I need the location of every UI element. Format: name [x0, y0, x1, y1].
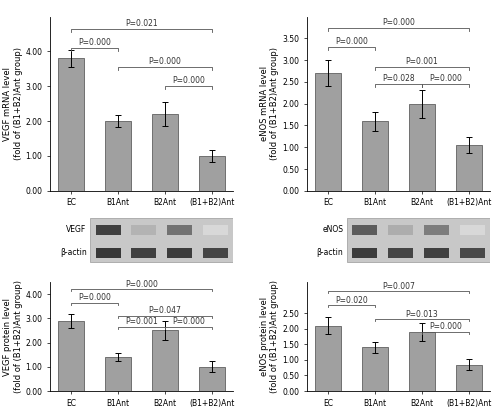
Text: b: b: [395, 247, 402, 257]
Text: P=0.000: P=0.000: [429, 74, 462, 83]
Bar: [315, 73, 341, 191]
Text: P=0.020: P=0.020: [335, 296, 368, 305]
Bar: [96, 248, 120, 258]
Bar: [132, 225, 156, 235]
Bar: [456, 145, 481, 191]
Bar: [203, 225, 228, 235]
Text: P=0.007: P=0.007: [382, 282, 415, 291]
Bar: [106, 121, 131, 191]
Text: P=0.000: P=0.000: [78, 38, 111, 47]
Text: P=0.000: P=0.000: [382, 17, 415, 27]
Bar: [203, 248, 228, 258]
Bar: [58, 321, 84, 391]
Text: P=0.028: P=0.028: [382, 74, 414, 83]
Text: β-actin: β-actin: [60, 248, 86, 257]
Bar: [347, 218, 490, 262]
Bar: [352, 248, 378, 258]
Bar: [152, 114, 178, 191]
Bar: [460, 248, 484, 258]
Bar: [199, 367, 225, 391]
Bar: [96, 225, 120, 235]
Bar: [132, 248, 156, 258]
Text: P=0.000: P=0.000: [148, 57, 182, 66]
Bar: [90, 218, 234, 262]
Text: P=0.000: P=0.000: [125, 280, 158, 289]
Bar: [362, 347, 388, 391]
Text: P=0.000: P=0.000: [429, 322, 462, 331]
Y-axis label: eNOS protein level
(fold of (B1+B2)Ant group): eNOS protein level (fold of (B1+B2)Ant g…: [260, 280, 279, 393]
Bar: [409, 332, 434, 391]
Bar: [456, 364, 481, 391]
Bar: [167, 248, 192, 258]
Bar: [58, 58, 84, 191]
Text: β-actin: β-actin: [316, 248, 344, 257]
Text: P=0.000: P=0.000: [172, 317, 205, 326]
Text: P=0.000: P=0.000: [78, 293, 111, 302]
Text: P=0.001: P=0.001: [406, 57, 438, 66]
Bar: [152, 330, 178, 391]
Bar: [106, 357, 131, 391]
Text: P=0.001: P=0.001: [126, 317, 158, 326]
Y-axis label: VEGF mRNA level
(fold of (B1+B2)Ant group): VEGF mRNA level (fold of (B1+B2)Ant grou…: [3, 47, 22, 160]
Bar: [388, 225, 413, 235]
Bar: [199, 156, 225, 191]
Text: eNOS: eNOS: [322, 225, 344, 234]
Text: P=0.000: P=0.000: [172, 77, 205, 85]
Y-axis label: eNOS mRNA level
(fold of (B1+B2)Ant group): eNOS mRNA level (fold of (B1+B2)Ant grou…: [260, 47, 279, 160]
Bar: [409, 104, 434, 191]
Text: P=0.000: P=0.000: [335, 37, 368, 46]
Text: a: a: [138, 247, 145, 257]
Text: VEGF: VEGF: [66, 225, 86, 234]
Text: P=0.021: P=0.021: [126, 19, 158, 28]
Text: P=0.013: P=0.013: [406, 310, 438, 319]
Bar: [388, 248, 413, 258]
Bar: [167, 225, 192, 235]
Bar: [424, 248, 449, 258]
Bar: [352, 225, 378, 235]
Text: P=0.047: P=0.047: [148, 306, 182, 315]
Bar: [362, 121, 388, 191]
Bar: [424, 225, 449, 235]
Bar: [460, 225, 484, 235]
Bar: [315, 326, 341, 391]
Y-axis label: VEGF protein level
(fold of (B1+B2)Ant group): VEGF protein level (fold of (B1+B2)Ant g…: [3, 280, 22, 393]
